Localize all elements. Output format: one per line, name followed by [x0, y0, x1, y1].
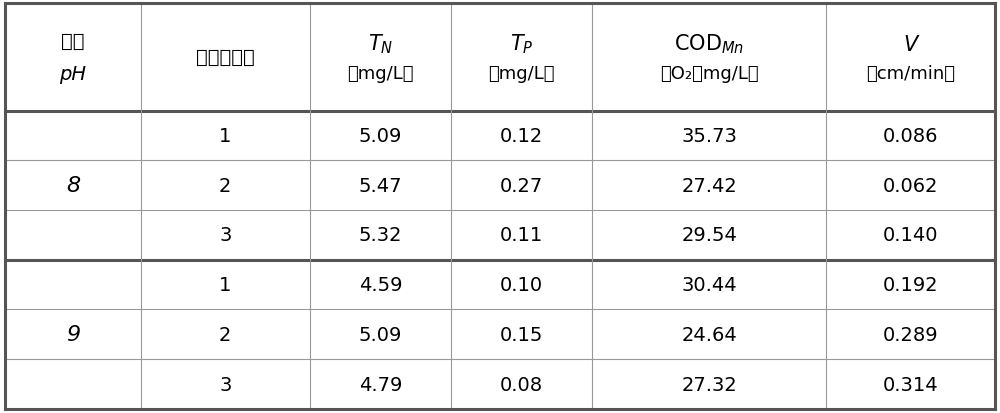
Text: 1: 1 — [219, 275, 231, 294]
Text: 5.09: 5.09 — [359, 325, 402, 344]
Text: 35.73: 35.73 — [681, 127, 737, 146]
Text: 0.15: 0.15 — [500, 325, 543, 344]
Text: 0.086: 0.086 — [883, 127, 938, 146]
Text: （O₂，mg/L）: （O₂，mg/L） — [660, 65, 759, 83]
Text: 24.64: 24.64 — [682, 325, 737, 344]
Text: 滤液: 滤液 — [61, 32, 85, 51]
Text: （mg/L）: （mg/L） — [347, 65, 414, 83]
Text: 2: 2 — [219, 325, 231, 344]
Text: 0.08: 0.08 — [500, 375, 543, 394]
Text: （cm/min）: （cm/min） — [866, 65, 955, 83]
Text: 9: 9 — [66, 325, 80, 344]
Text: 0.12: 0.12 — [500, 127, 543, 146]
Text: 0.11: 0.11 — [500, 226, 543, 245]
Text: V: V — [904, 35, 918, 55]
Text: $T_P$: $T_P$ — [510, 33, 534, 56]
Text: $T_N$: $T_N$ — [368, 33, 393, 56]
Text: 30.44: 30.44 — [682, 275, 737, 294]
Text: 8: 8 — [66, 176, 80, 196]
Text: 3: 3 — [219, 226, 231, 245]
Text: 5.09: 5.09 — [359, 127, 402, 146]
Text: 0.10: 0.10 — [500, 275, 543, 294]
Text: 1: 1 — [219, 127, 231, 146]
Text: 5.47: 5.47 — [359, 176, 402, 195]
Text: 4.79: 4.79 — [359, 375, 402, 394]
Text: 0.192: 0.192 — [883, 275, 938, 294]
Text: pH: pH — [59, 65, 86, 84]
Text: 0.140: 0.140 — [883, 226, 938, 245]
Text: 3: 3 — [219, 375, 231, 394]
Text: $\mathrm{COD}_{Mn}$: $\mathrm{COD}_{Mn}$ — [674, 33, 745, 56]
Text: 2: 2 — [219, 176, 231, 195]
Text: （mg/L）: （mg/L） — [489, 65, 555, 83]
Text: 0.062: 0.062 — [883, 176, 938, 195]
Text: 0.314: 0.314 — [883, 375, 938, 394]
Text: 0.27: 0.27 — [500, 176, 543, 195]
Text: 0.289: 0.289 — [883, 325, 938, 344]
Text: 27.42: 27.42 — [682, 176, 737, 195]
Text: 27.32: 27.32 — [682, 375, 737, 394]
Text: 29.54: 29.54 — [681, 226, 737, 245]
Text: 4.59: 4.59 — [359, 275, 402, 294]
Text: 对照处理剂: 对照处理剂 — [196, 48, 255, 67]
Text: 5.32: 5.32 — [359, 226, 402, 245]
